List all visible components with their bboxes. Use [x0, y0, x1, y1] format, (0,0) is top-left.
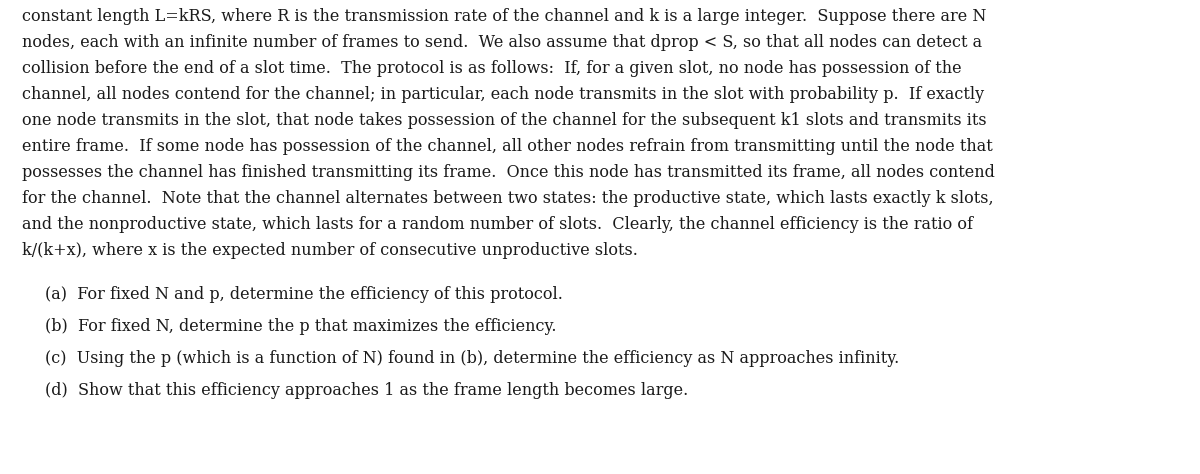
Text: (a)  For fixed N and p, determine the efficiency of this protocol.: (a) For fixed N and p, determine the eff…	[46, 286, 563, 303]
Text: collision before the end of a slot time.  The protocol is as follows:  If, for a: collision before the end of a slot time.…	[22, 60, 961, 77]
Text: (d)  Show that this efficiency approaches 1 as the frame length becomes large.: (d) Show that this efficiency approaches…	[46, 382, 689, 399]
Text: for the channel.  Note that the channel alternates between two states: the produ: for the channel. Note that the channel a…	[22, 190, 994, 207]
Text: constant length L=kRS, where R is the transmission rate of the channel and k is : constant length L=kRS, where R is the tr…	[22, 8, 986, 25]
Text: (b)  For fixed N, determine the p that maximizes the efficiency.: (b) For fixed N, determine the p that ma…	[46, 318, 557, 335]
Text: (c)  Using the p (which is a function of N) found in (b), determine the efficien: (c) Using the p (which is a function of …	[46, 350, 899, 367]
Text: entire frame.  If some node has possession of the channel, all other nodes refra: entire frame. If some node has possessio…	[22, 138, 992, 155]
Text: k/(k+x), where x is the expected number of consecutive unproductive slots.: k/(k+x), where x is the expected number …	[22, 242, 638, 259]
Text: one node transmits in the slot, that node takes possession of the channel for th: one node transmits in the slot, that nod…	[22, 112, 986, 129]
Text: channel, all nodes contend for the channel; in particular, each node transmits i: channel, all nodes contend for the chann…	[22, 86, 984, 103]
Text: possesses the channel has finished transmitting its frame.  Once this node has t: possesses the channel has finished trans…	[22, 164, 995, 181]
Text: nodes, each with an infinite number of frames to send.  We also assume that dpro: nodes, each with an infinite number of f…	[22, 34, 982, 51]
Text: and the nonproductive state, which lasts for a random number of slots.  Clearly,: and the nonproductive state, which lasts…	[22, 216, 973, 233]
